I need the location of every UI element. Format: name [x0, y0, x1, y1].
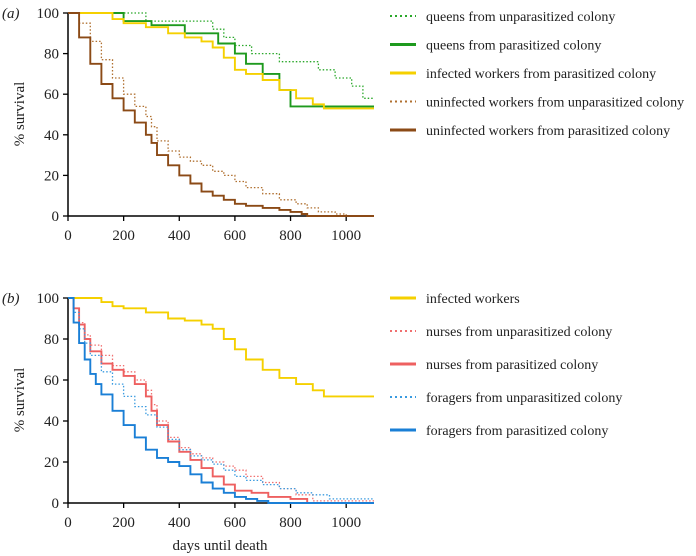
survival-curve-3 — [68, 297, 374, 504]
y-tick-label: 80 — [44, 47, 59, 63]
x-tick-label: 200 — [112, 228, 135, 244]
legend-label: uninfected workers from parasitized colo… — [426, 124, 670, 139]
survival-curve-4 — [68, 12, 374, 217]
legend-label: foragers from parasitized colony — [426, 424, 608, 439]
survival-curve-5 — [68, 297, 374, 504]
y-tick-label: 80 — [44, 332, 59, 348]
y-tick-label: 40 — [44, 128, 59, 144]
y-tick-label: 40 — [44, 414, 59, 430]
y-tick-label: 0 — [52, 209, 60, 225]
y-tick-label: 0 — [52, 496, 60, 512]
survival-curve-1 — [68, 12, 374, 99]
legend-label: foragers from unparasitized colony — [426, 391, 622, 406]
x-tick-label: 800 — [279, 515, 302, 531]
survival-curve-1 — [68, 297, 374, 398]
survival-curve-3 — [68, 12, 374, 110]
x-tick-label: 1000 — [331, 515, 361, 531]
x-tick-label: 0 — [64, 515, 72, 531]
panel-b-x-axis-label: days until death — [173, 538, 268, 554]
panel-a-y-axis-label: % survival — [12, 82, 28, 147]
x-tick-label: 400 — [168, 515, 191, 531]
x-tick-label: 1000 — [331, 228, 361, 244]
survival-curve-5 — [68, 12, 374, 217]
x-tick-label: 600 — [224, 515, 247, 531]
survival-curve-4 — [68, 297, 374, 500]
y-tick-label: 60 — [44, 87, 59, 103]
legend-label: queens from unparasitized colony — [426, 10, 615, 25]
x-tick-label: 400 — [168, 228, 191, 244]
panel-b-legend: infected workers nurses from unparasitize… — [390, 292, 622, 439]
y-tick-label: 20 — [44, 168, 59, 184]
panel-a-legend: queens from unparasitized colony queens f… — [390, 10, 684, 139]
panel-b-y-axis-label: % survival — [12, 368, 28, 433]
y-tick-label: 60 — [44, 373, 59, 389]
x-tick-label: 200 — [112, 515, 135, 531]
panel-b-label: (b) — [2, 291, 20, 307]
x-tick-label: 0 — [64, 228, 72, 244]
legend-label: infected workers — [426, 292, 520, 307]
panel-a-label: (a) — [2, 6, 20, 22]
y-tick-label: 20 — [44, 455, 59, 471]
y-tick-label: 100 — [37, 291, 60, 307]
legend-label: nurses from unparasitized colony — [426, 325, 612, 340]
x-tick-label: 800 — [279, 228, 302, 244]
legend-label: nurses from parasitized colony — [426, 358, 598, 373]
legend-label: uninfected workers from unparasitized co… — [426, 96, 684, 111]
legend-label: queens from parasitized colony — [426, 39, 601, 54]
legend-label: infected workers from parasitized colony — [426, 67, 656, 82]
y-tick-label: 100 — [37, 6, 60, 22]
panel-b-chart: (b) % survival days until death 0 20 40 60 8… — [2, 291, 622, 554]
x-tick-label: 600 — [224, 228, 247, 244]
